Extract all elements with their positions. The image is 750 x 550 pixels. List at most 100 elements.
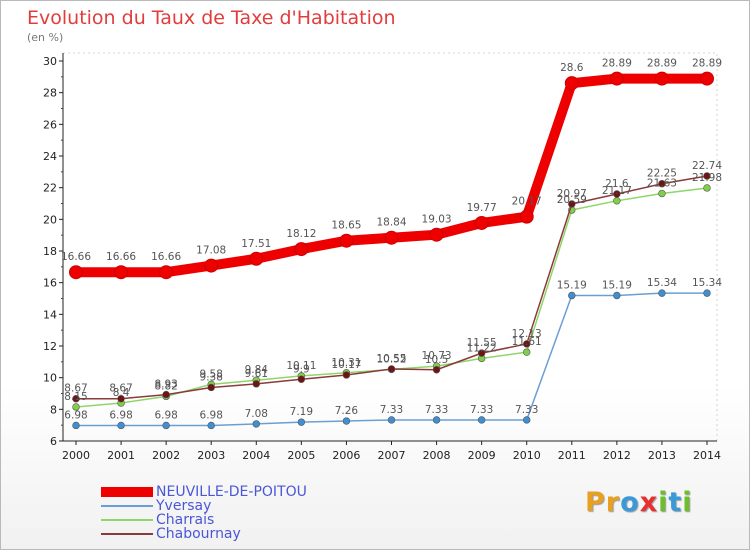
data-label: 17.08 (196, 245, 226, 257)
data-label: 7.33 (470, 404, 493, 416)
data-point (658, 189, 666, 198)
data-point (294, 242, 309, 257)
data-label: 6.98 (109, 409, 132, 421)
data-point (342, 417, 351, 425)
data-label: 9.61 (245, 368, 268, 380)
data-label: 9.38 (200, 371, 223, 383)
data-point (432, 416, 441, 424)
data-label: 10.73 (422, 350, 452, 362)
legend-label: Yversay (156, 498, 212, 514)
data-label: 11.61 (512, 336, 542, 348)
x-tick-label: 2000 (62, 449, 90, 462)
data-label: 12.13 (512, 328, 542, 340)
data-label: 9.58 (200, 368, 223, 380)
y-tick-label: 8 (50, 403, 57, 416)
data-label: 8.93 (154, 379, 177, 391)
data-point (159, 265, 174, 280)
data-point (613, 291, 621, 300)
data-label: 10.55 (376, 353, 406, 365)
data-label: 16.66 (106, 251, 136, 263)
legend-swatch (101, 487, 153, 497)
logo-letter: x (639, 487, 659, 518)
data-label: 18.65 (331, 220, 361, 232)
data-label: 22.74 (692, 160, 722, 172)
data-point (387, 365, 396, 373)
data-point (477, 416, 486, 424)
y-tick-label: 24 (43, 150, 57, 163)
data-label: 18.12 (286, 228, 316, 240)
data-label: 19.77 (467, 202, 497, 214)
data-label: 8.82 (154, 380, 177, 392)
data-label: 20.17 (512, 196, 542, 208)
data-point (523, 348, 531, 356)
data-label: 7.33 (425, 404, 448, 416)
x-tick-label: 2004 (242, 449, 270, 462)
data-label: 7.08 (245, 408, 268, 420)
data-label: 10.31 (331, 357, 361, 369)
data-label: 16.66 (61, 251, 91, 263)
data-point (523, 416, 531, 424)
data-label: 21.98 (692, 172, 722, 184)
x-tick-label: 2013 (648, 449, 676, 462)
data-label: 9.9 (293, 363, 310, 375)
data-label: 11.55 (467, 337, 497, 349)
data-point (339, 233, 354, 248)
x-tick-label: 2007 (378, 449, 406, 462)
legend-swatch (101, 505, 153, 507)
data-label: 6.98 (200, 409, 223, 421)
data-point (519, 209, 534, 224)
data-label: 18.84 (376, 217, 406, 229)
x-tick-label: 2010 (513, 449, 541, 462)
data-label: 8.67 (64, 383, 87, 395)
data-label: 28.89 (647, 58, 677, 70)
x-tick-label: 2005 (287, 449, 315, 462)
data-point (297, 418, 306, 426)
data-label: 7.19 (290, 406, 313, 418)
data-point (252, 380, 260, 388)
data-label: 10.17 (331, 359, 361, 371)
data-point (432, 366, 441, 374)
y-tick-label: 10 (43, 372, 57, 385)
data-point (654, 71, 669, 86)
data-point (658, 289, 666, 297)
data-label: 10.5 (425, 354, 448, 366)
x-tick-label: 2008 (423, 449, 451, 462)
y-tick-label: 20 (43, 213, 57, 226)
data-label: 22.25 (647, 168, 677, 180)
data-point (249, 251, 264, 266)
x-tick-label: 2006 (332, 449, 360, 462)
x-tick-label: 2012 (603, 449, 631, 462)
x-tick-label: 2001 (107, 449, 135, 462)
y-tick-label: 22 (43, 182, 57, 195)
data-point (207, 383, 215, 392)
data-point (429, 227, 444, 242)
proxiti-logo: Proxiti (585, 487, 693, 518)
y-tick-label: 26 (43, 118, 57, 131)
data-label: 10.11 (286, 360, 316, 372)
data-point (703, 172, 711, 180)
data-point (297, 375, 306, 383)
data-label: 20.97 (557, 188, 587, 200)
data-label: 21.17 (602, 185, 632, 197)
y-tick-label: 6 (50, 435, 57, 448)
data-point (252, 420, 260, 428)
data-point (387, 416, 396, 424)
data-label: 11.22 (467, 342, 497, 354)
data-label: 16.66 (151, 251, 181, 263)
data-point (703, 184, 711, 192)
data-point (114, 265, 129, 280)
data-point (69, 265, 83, 280)
data-label: 19.03 (422, 214, 452, 226)
data-label: 15.34 (647, 277, 677, 289)
data-point (384, 230, 399, 245)
data-point (162, 390, 170, 399)
data-point (204, 258, 219, 273)
legend-label: NEUVILLE-DE-POITOU (156, 484, 307, 500)
y-tick-label: 12 (43, 340, 57, 353)
data-point (162, 421, 170, 430)
y-tick-label: 16 (43, 277, 57, 290)
logo-letter: i (682, 487, 693, 518)
data-point (703, 289, 711, 297)
legend-swatch (101, 519, 153, 521)
data-point (613, 190, 621, 198)
